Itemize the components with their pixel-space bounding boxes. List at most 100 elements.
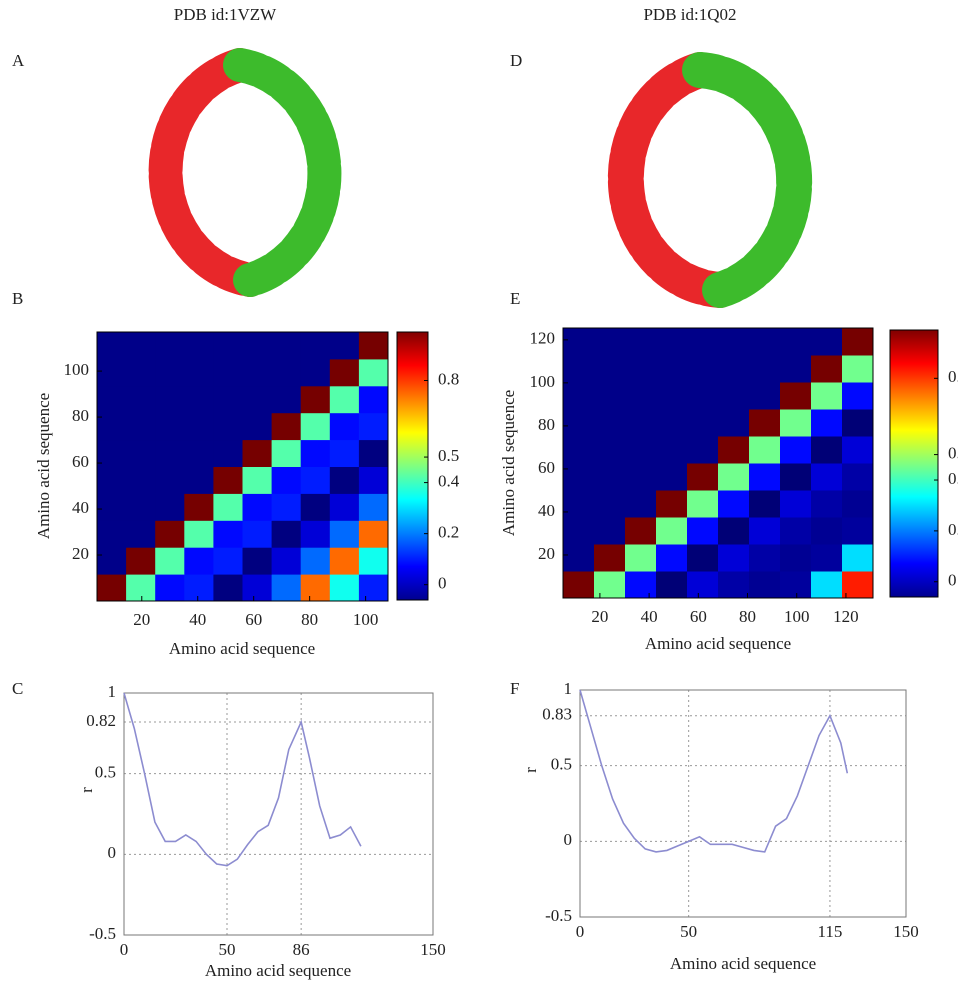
panel-label: E — [510, 289, 520, 308]
heatmap-cell — [842, 517, 874, 545]
colorbar-tick-label: 0.4 — [948, 469, 958, 488]
colorbar-tick-label: 0.2 — [948, 520, 958, 539]
heatmap-cell — [563, 409, 595, 437]
heatmap-cell — [563, 382, 595, 410]
plot-frame — [562, 327, 874, 599]
heatmap-cell — [718, 409, 750, 437]
heatmap-cell — [594, 517, 626, 545]
heatmap-cell — [358, 574, 389, 602]
heatmap-cell — [358, 332, 389, 360]
y-tick-label: 0 — [108, 843, 117, 862]
heatmap-cell — [97, 466, 127, 494]
heatmap-cell — [718, 490, 750, 518]
heatmap-cell — [625, 463, 657, 491]
heatmap-cell — [329, 493, 360, 521]
heatmap-cell — [625, 328, 657, 356]
heatmap-cell — [300, 412, 331, 441]
y-tick-label: 100 — [64, 360, 90, 379]
heatmap-cell — [184, 332, 214, 360]
heatmap-cell — [97, 547, 127, 575]
heatmap-cell — [749, 436, 781, 464]
heatmap-cell — [687, 328, 719, 356]
colorbar-tick-label: 0.2 — [438, 523, 459, 542]
y-tick-label: 60 — [538, 458, 555, 477]
heatmap-cell — [687, 382, 719, 410]
heatmap-cell — [842, 490, 874, 518]
y-tick-label: 120 — [530, 329, 556, 348]
y-tick-label: 1 — [108, 682, 117, 701]
heatmap-cell — [749, 382, 781, 410]
heatmap-cell — [184, 574, 214, 602]
heatmap-cell — [749, 463, 781, 491]
heatmap-cell — [242, 574, 273, 602]
heatmap-cell — [155, 358, 185, 387]
heatmap-cell — [811, 328, 843, 356]
plot-frame — [96, 331, 389, 602]
heatmap-cell — [213, 493, 243, 521]
heatmap-cell — [625, 355, 657, 383]
plot-frame — [123, 692, 434, 936]
heatmap-cell — [271, 466, 302, 494]
heatmap-cell — [780, 463, 812, 491]
colorbar — [889, 329, 939, 598]
heatmap-cell — [271, 412, 302, 441]
y-axis-label: r — [521, 767, 540, 773]
colorbar-tick-label: 0.5 — [948, 444, 958, 463]
heatmap-cell — [718, 355, 750, 383]
x-tick-label: 0 — [120, 940, 129, 959]
heatmap-cell — [563, 517, 595, 545]
heatmap-cell — [687, 436, 719, 464]
heatmap-cell — [300, 385, 331, 414]
heatmap-cell — [811, 436, 843, 464]
heatmap-cell — [329, 547, 360, 575]
heatmap-cell — [329, 332, 360, 360]
heatmap-cell — [842, 544, 874, 572]
heatmap-cell — [594, 490, 626, 518]
heatmap-cell — [811, 517, 843, 545]
heatmap-cell — [126, 332, 156, 360]
heatmap-cell — [563, 463, 595, 491]
heatmap-cell — [749, 571, 781, 599]
heatmap-cell — [213, 466, 243, 494]
heatmap-cell — [271, 493, 302, 521]
heatmap-cell — [213, 332, 243, 360]
heatmap-cell — [184, 358, 214, 387]
heatmap-cell — [300, 547, 331, 575]
y-tick-label: -0.5 — [545, 906, 572, 925]
heatmap-cell — [563, 571, 595, 599]
heatmap-cell — [811, 355, 843, 383]
heatmap-cell — [300, 332, 331, 360]
heatmap-cell — [749, 355, 781, 383]
heatmap-cell — [811, 490, 843, 518]
heatmap-cell — [749, 409, 781, 437]
heatmap-cell — [300, 439, 331, 467]
heatmap-cell — [718, 571, 750, 599]
heatmap-cell — [300, 493, 331, 521]
x-tick-label: 80 — [301, 610, 318, 629]
heatmap-cell — [749, 517, 781, 545]
heatmap-cell — [271, 520, 302, 548]
heatmap-cell — [687, 571, 719, 599]
heatmap-cell — [184, 439, 214, 467]
x-tick-label: 150 — [420, 940, 446, 959]
heatmap-cell — [625, 436, 657, 464]
y-tick-label: -0.5 — [89, 924, 116, 943]
heatmap-cell — [242, 520, 273, 548]
protein-structure — [607, 52, 813, 308]
heatmap-cell — [687, 490, 719, 518]
heatmap-cell — [126, 493, 156, 521]
y-tick-label: 0.83 — [542, 705, 572, 724]
y-axis-label: r — [77, 787, 96, 793]
heatmap-cell — [594, 355, 626, 383]
x-tick-label: 120 — [833, 607, 859, 626]
heatmap-cell — [749, 490, 781, 518]
heatmap-cell — [358, 358, 389, 387]
x-tick-label: 50 — [680, 922, 697, 941]
heatmap-cell — [687, 355, 719, 383]
heatmap-cell — [811, 409, 843, 437]
y-tick-label: 0.5 — [95, 763, 116, 782]
heatmap-cell — [184, 412, 214, 441]
heatmap-cell — [358, 385, 389, 414]
heatmap-cell — [97, 385, 127, 414]
heatmap-cell — [842, 409, 874, 437]
